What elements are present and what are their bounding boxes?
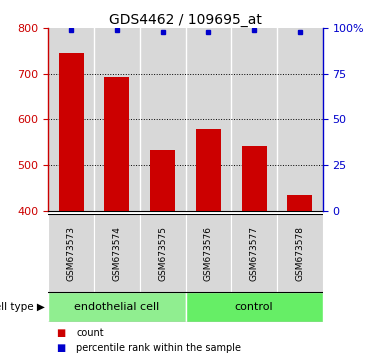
Text: GSM673574: GSM673574 <box>112 225 121 281</box>
Text: GSM673577: GSM673577 <box>250 225 259 281</box>
Bar <box>242 146 267 211</box>
Text: GSM673576: GSM673576 <box>204 225 213 281</box>
Bar <box>150 150 175 211</box>
Bar <box>287 195 312 211</box>
Bar <box>140 28 186 211</box>
Text: ■: ■ <box>56 328 65 338</box>
Bar <box>277 28 323 211</box>
Bar <box>48 292 186 322</box>
Bar <box>186 28 231 211</box>
Bar <box>48 214 94 292</box>
Text: cell type ▶: cell type ▶ <box>0 302 45 312</box>
Title: GDS4462 / 109695_at: GDS4462 / 109695_at <box>109 13 262 27</box>
Text: ■: ■ <box>56 343 65 353</box>
Bar <box>186 292 323 322</box>
Text: GSM673578: GSM673578 <box>295 225 304 281</box>
Text: control: control <box>235 302 273 312</box>
Text: endothelial cell: endothelial cell <box>74 302 160 312</box>
Text: percentile rank within the sample: percentile rank within the sample <box>76 343 241 353</box>
Bar <box>94 214 140 292</box>
Bar <box>277 214 323 292</box>
Bar <box>104 77 129 211</box>
Bar <box>231 28 277 211</box>
Bar <box>59 53 84 211</box>
Text: GSM673575: GSM673575 <box>158 225 167 281</box>
Text: GSM673573: GSM673573 <box>67 225 76 281</box>
Bar <box>196 129 221 211</box>
Bar <box>186 214 231 292</box>
Text: count: count <box>76 328 104 338</box>
Bar <box>48 28 94 211</box>
Bar <box>94 28 140 211</box>
Bar <box>140 214 186 292</box>
Bar <box>231 214 277 292</box>
